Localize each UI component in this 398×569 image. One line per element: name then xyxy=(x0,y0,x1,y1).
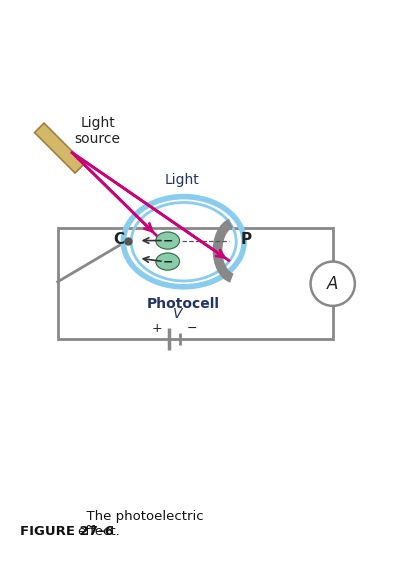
Ellipse shape xyxy=(156,253,179,270)
Text: Light
source: Light source xyxy=(75,116,121,146)
Ellipse shape xyxy=(156,232,179,249)
Text: −: − xyxy=(187,321,197,335)
Text: A: A xyxy=(327,275,338,292)
Polygon shape xyxy=(35,123,84,173)
Circle shape xyxy=(310,262,355,306)
Text: C: C xyxy=(113,232,125,248)
Text: Light: Light xyxy=(164,173,199,187)
Text: The photoelectric
effect.: The photoelectric effect. xyxy=(78,510,203,538)
Text: FIGURE 27–6: FIGURE 27–6 xyxy=(20,525,114,538)
Text: −: − xyxy=(162,234,173,247)
Text: −: − xyxy=(162,255,173,268)
Bar xyxy=(58,228,333,339)
Text: V: V xyxy=(173,307,183,321)
Text: +: + xyxy=(151,321,162,335)
Text: Photocell: Photocell xyxy=(147,297,220,311)
Text: P: P xyxy=(240,232,252,248)
